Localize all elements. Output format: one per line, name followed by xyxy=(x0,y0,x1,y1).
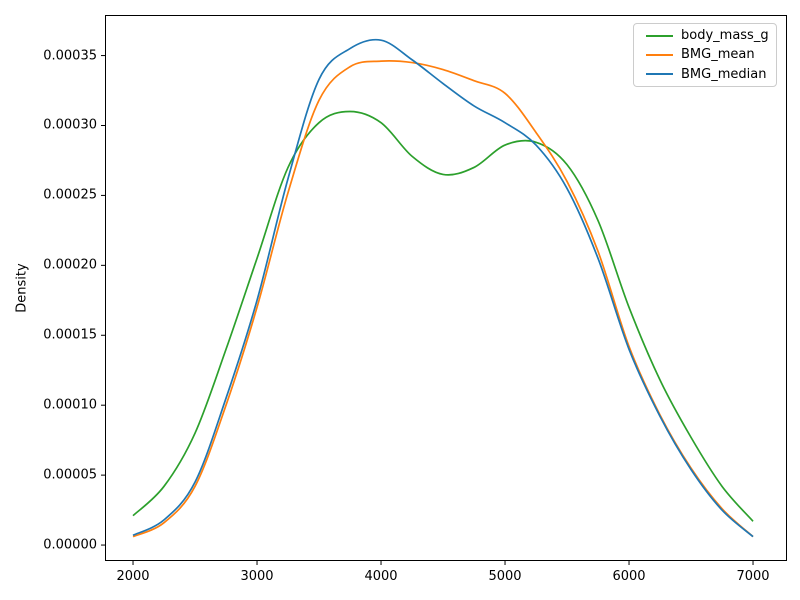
legend-line-swatch-green xyxy=(646,34,673,37)
x-tick-label: 6000 xyxy=(612,569,646,584)
curve-bmg-median xyxy=(132,38,754,538)
legend-item-bmg-median: BMG_median xyxy=(634,65,776,84)
y-tick-label: 0.00015 xyxy=(43,327,97,343)
curve-bmg-mean xyxy=(132,60,754,538)
x-tick-label: 2000 xyxy=(116,569,150,584)
curve-body-mass-g xyxy=(132,110,754,522)
y-tick-label: 0.00030 xyxy=(43,117,97,133)
legend-label: BMG_median xyxy=(681,66,767,82)
legend-label: BMG_mean xyxy=(681,47,755,63)
legend-label: body_mass_g xyxy=(681,28,769,44)
x-tick-label: 3000 xyxy=(240,569,274,584)
y-tick-label: 0.00035 xyxy=(43,48,97,64)
legend: body_mass_g BMG_mean BMG_median xyxy=(633,23,777,87)
x-tick-label: 4000 xyxy=(364,569,398,584)
axes-spines xyxy=(105,15,787,561)
y-tick-label: 0.00025 xyxy=(43,187,97,203)
x-tick-label: 5000 xyxy=(488,569,522,584)
y-tick-label: 0.00000 xyxy=(43,537,97,553)
x-tick-label: 7000 xyxy=(736,569,770,584)
legend-item-bmg-mean: BMG_mean xyxy=(634,45,776,64)
legend-item-body-mass-g: body_mass_g xyxy=(634,26,776,45)
y-tick-label: 0.00005 xyxy=(43,467,97,483)
y-tick-label: 0.00020 xyxy=(43,257,97,273)
y-tick-label: 0.00010 xyxy=(43,397,97,413)
legend-line-swatch-blue xyxy=(646,73,673,76)
legend-line-swatch-orange xyxy=(646,53,673,56)
y-axis-label: Density xyxy=(14,263,30,313)
